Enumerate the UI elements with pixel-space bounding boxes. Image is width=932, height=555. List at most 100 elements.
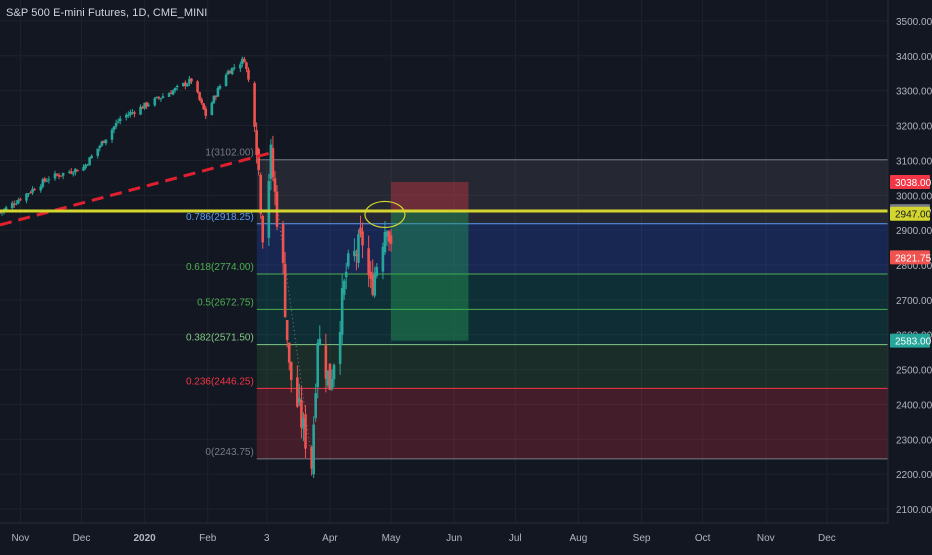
price-axis-tick-label: 3000.00 bbox=[896, 191, 932, 202]
candle-body bbox=[245, 62, 248, 69]
candle-body bbox=[257, 148, 260, 170]
price-axis-tick-label: 2800.00 bbox=[896, 261, 932, 272]
price-axis-tick-label: 2100.00 bbox=[896, 505, 932, 516]
candle-body bbox=[19, 199, 22, 201]
candle-body bbox=[324, 345, 328, 379]
candle-body bbox=[255, 130, 258, 156]
candle-body bbox=[127, 114, 130, 116]
price-label-tag bbox=[890, 333, 930, 348]
candle-body bbox=[29, 192, 32, 194]
candle-body bbox=[353, 250, 356, 257]
candle-body bbox=[98, 145, 102, 149]
candle-body bbox=[39, 186, 43, 191]
candle-body bbox=[82, 167, 85, 171]
price-axis-tick-label: 2900.00 bbox=[896, 226, 932, 237]
candle-body bbox=[88, 157, 91, 166]
candle-body bbox=[361, 231, 364, 246]
candle-body bbox=[243, 59, 246, 63]
candle-body bbox=[367, 248, 370, 276]
trend-line bbox=[0, 151, 270, 227]
fib-level-label: 0.236(2446.25) bbox=[186, 376, 254, 387]
candle-body bbox=[155, 96, 159, 99]
candle-body bbox=[114, 122, 118, 127]
time-axis-tick-label: Nov bbox=[11, 533, 29, 544]
candle-body bbox=[12, 203, 16, 205]
position-target-zone bbox=[391, 211, 469, 341]
price-axis-tick-label: 2300.00 bbox=[896, 435, 932, 446]
candle-body bbox=[116, 121, 120, 123]
candle-body bbox=[330, 378, 334, 390]
candle-body bbox=[253, 83, 256, 127]
candle-body bbox=[210, 102, 214, 116]
candle-body bbox=[159, 98, 163, 100]
fib-level-label: 0.5(2672.75) bbox=[197, 297, 254, 308]
candle-body bbox=[90, 155, 93, 159]
candle-body bbox=[261, 216, 265, 243]
price-label-text: 2947.00 bbox=[895, 210, 932, 221]
price-label-text: 2583.00 bbox=[895, 337, 932, 348]
price-axis-tick-label: 2500.00 bbox=[896, 366, 932, 377]
candle-body bbox=[110, 129, 114, 140]
candle-body bbox=[188, 78, 191, 84]
candle-body bbox=[147, 104, 150, 106]
candle-body bbox=[357, 234, 360, 263]
candle-body bbox=[326, 370, 330, 386]
candle-body bbox=[373, 272, 377, 296]
candle-body bbox=[247, 69, 250, 80]
candle-body bbox=[340, 288, 344, 335]
candle-body bbox=[45, 180, 49, 182]
time-axis-tick-label: Dec bbox=[818, 533, 836, 544]
candle-body bbox=[104, 139, 108, 144]
candle-body bbox=[285, 319, 289, 341]
time-axis-tick-label: 3 bbox=[264, 533, 270, 544]
candle-body bbox=[369, 271, 372, 279]
candle-body bbox=[133, 112, 136, 114]
price-axis-tick-label: 3500.00 bbox=[896, 17, 932, 28]
time-axis-tick-label: Feb bbox=[199, 533, 217, 544]
price-label-text: 2821.75 bbox=[895, 253, 932, 264]
fib-zone bbox=[256, 223, 888, 275]
time-axis-tick-label: Apr bbox=[322, 533, 338, 544]
price-axis-tick-label: 2700.00 bbox=[896, 296, 932, 307]
candle-body bbox=[190, 78, 193, 82]
candle-body bbox=[381, 246, 385, 272]
candle-body bbox=[186, 83, 189, 87]
candle-body bbox=[17, 200, 20, 204]
candle-body bbox=[157, 97, 161, 99]
candle-body bbox=[53, 173, 57, 179]
price-axis-tick-label: 3300.00 bbox=[896, 87, 932, 98]
candle-body bbox=[344, 271, 348, 278]
time-axis-tick-label: May bbox=[382, 533, 401, 544]
candle-body bbox=[310, 446, 313, 469]
candle-body bbox=[69, 171, 73, 174]
candle-body bbox=[4, 207, 8, 211]
candle-body bbox=[304, 414, 307, 449]
candle-body bbox=[239, 64, 242, 69]
candle-body bbox=[10, 202, 14, 209]
candle-body bbox=[31, 188, 34, 193]
candle-body bbox=[314, 393, 317, 418]
fib-zone bbox=[256, 159, 888, 224]
candle-body bbox=[316, 342, 320, 388]
candle-body bbox=[385, 231, 389, 237]
candle-body bbox=[124, 115, 128, 118]
candle-body bbox=[27, 193, 30, 195]
candle-body bbox=[84, 164, 87, 169]
candle-body bbox=[167, 93, 171, 97]
price-axis-tick-label: 3200.00 bbox=[896, 122, 932, 133]
fib-level-label: 0.618(2774.00) bbox=[186, 262, 254, 273]
candle-body bbox=[76, 169, 79, 172]
time-axis-tick-label: Jul bbox=[509, 533, 522, 544]
candle-body bbox=[302, 418, 305, 429]
highlight-ellipse bbox=[364, 200, 406, 229]
candle-body bbox=[47, 179, 51, 181]
candle-body bbox=[342, 280, 346, 295]
candle-body bbox=[0, 212, 2, 214]
candle-body bbox=[118, 118, 122, 122]
candle-body bbox=[212, 95, 216, 104]
candle-body bbox=[139, 106, 142, 115]
candle-body bbox=[281, 224, 285, 264]
candle-body bbox=[359, 227, 362, 235]
